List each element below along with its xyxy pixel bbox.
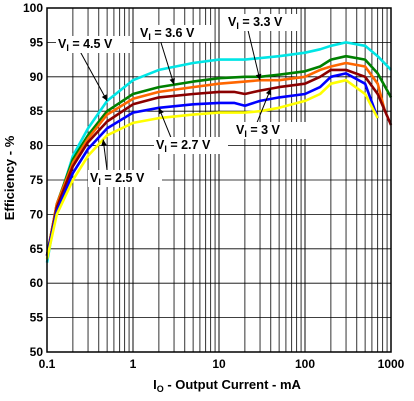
annotation-leader — [75, 43, 108, 102]
y-tick-label: 60 — [30, 276, 44, 290]
x-axis-title-sub: O — [157, 384, 164, 394]
annotation-arrowhead — [158, 107, 164, 115]
annotation-leader — [245, 21, 261, 81]
y-tick-label: 65 — [30, 242, 44, 256]
annotation-label: VI = 3.3 V — [228, 15, 283, 31]
annotation-label-rest: = 2.5 V — [101, 171, 145, 185]
x-tick-label: 1000 — [378, 357, 405, 371]
y-tick-label: 75 — [30, 173, 44, 187]
annotation-label-bg — [234, 122, 308, 139]
y-tick-label: 100 — [23, 1, 43, 15]
annotation-label-main: V — [228, 15, 237, 29]
annotation-label: VI = 2.7 V — [156, 138, 211, 154]
annotation-label: VI = 2.5 V — [90, 171, 145, 187]
series-line — [45, 72, 379, 256]
y-tick-label: 95 — [30, 35, 44, 49]
annotation-label-rest: = 3 V — [247, 123, 281, 137]
annotation-label-sub: I — [244, 129, 247, 139]
annotation-label-rest: = 3.3 V — [239, 15, 283, 29]
series-line — [45, 41, 392, 263]
series-line — [45, 68, 393, 256]
plot-frame — [46, 7, 392, 353]
y-tick-label: 70 — [30, 207, 44, 221]
tick-labels: 0.1 1 10 100 1000 50 55 60 65 70 75 80 85 90 95 100 — [23, 1, 405, 371]
y-tick-label: 50 — [30, 345, 44, 359]
annotation-label-main: V — [156, 138, 165, 152]
annotation-label-rest: = 4.5 V — [69, 37, 113, 51]
annotation-label-bg — [154, 137, 228, 154]
annotation-label-sub: I — [98, 177, 101, 187]
annotation-label-rest: = 2.7 V — [167, 138, 211, 152]
annotation-label-sub: I — [148, 32, 151, 42]
annotation-arrowhead — [265, 88, 272, 96]
x-tick-label: 10 — [212, 357, 226, 371]
x-axis-title-main: I — [153, 377, 157, 392]
x-tick-label: 0.1 — [39, 357, 56, 371]
annotation-label-main: V — [58, 37, 67, 51]
series-group — [45, 41, 393, 263]
annotation-label: VI = 3.6 V — [140, 26, 195, 42]
annotation-label-bg — [56, 36, 130, 53]
annotation-arrowhead — [255, 73, 262, 81]
annotation-arrowhead — [169, 78, 175, 85]
annotation-label-sub: I — [236, 21, 239, 31]
annotation-label-bg — [138, 25, 212, 42]
annotation-arrowhead — [101, 94, 108, 101]
y-tick-label: 90 — [30, 70, 44, 84]
y-tick-label: 55 — [30, 311, 44, 325]
annotations: VI = 4.5 VVI = 3.6 VVI = 3.3 VVI = 3 VVI… — [56, 14, 308, 187]
annotation-label-main: V — [236, 123, 245, 137]
annotation-label: VI = 4.5 V — [58, 37, 113, 53]
y-axis-title: Efficiency - % — [2, 135, 17, 220]
annotation-label-sub: I — [164, 144, 167, 154]
annotation-label-bg — [88, 170, 162, 187]
annotation-arrowhead — [101, 139, 107, 146]
annotation-label-main: V — [140, 26, 149, 40]
x-axis-title: IO - Output Current - mA — [153, 377, 301, 394]
x-axis-title-rest: - Output Current - mA — [164, 377, 302, 392]
annotation-label-sub: I — [66, 43, 69, 53]
annotation-label: VI = 3 V — [236, 123, 281, 139]
y-tick-label: 80 — [30, 139, 44, 153]
series-line — [45, 61, 387, 256]
series-line — [45, 54, 393, 256]
x-tick-label: 100 — [295, 357, 315, 371]
series-line — [45, 78, 379, 260]
x-tick-label: 1 — [130, 357, 137, 371]
annotation-label-rest: = 3.6 V — [151, 26, 195, 40]
annotation-label-bg — [226, 14, 300, 31]
annotation-label-main: V — [90, 171, 99, 185]
y-tick-label: 85 — [30, 104, 44, 118]
